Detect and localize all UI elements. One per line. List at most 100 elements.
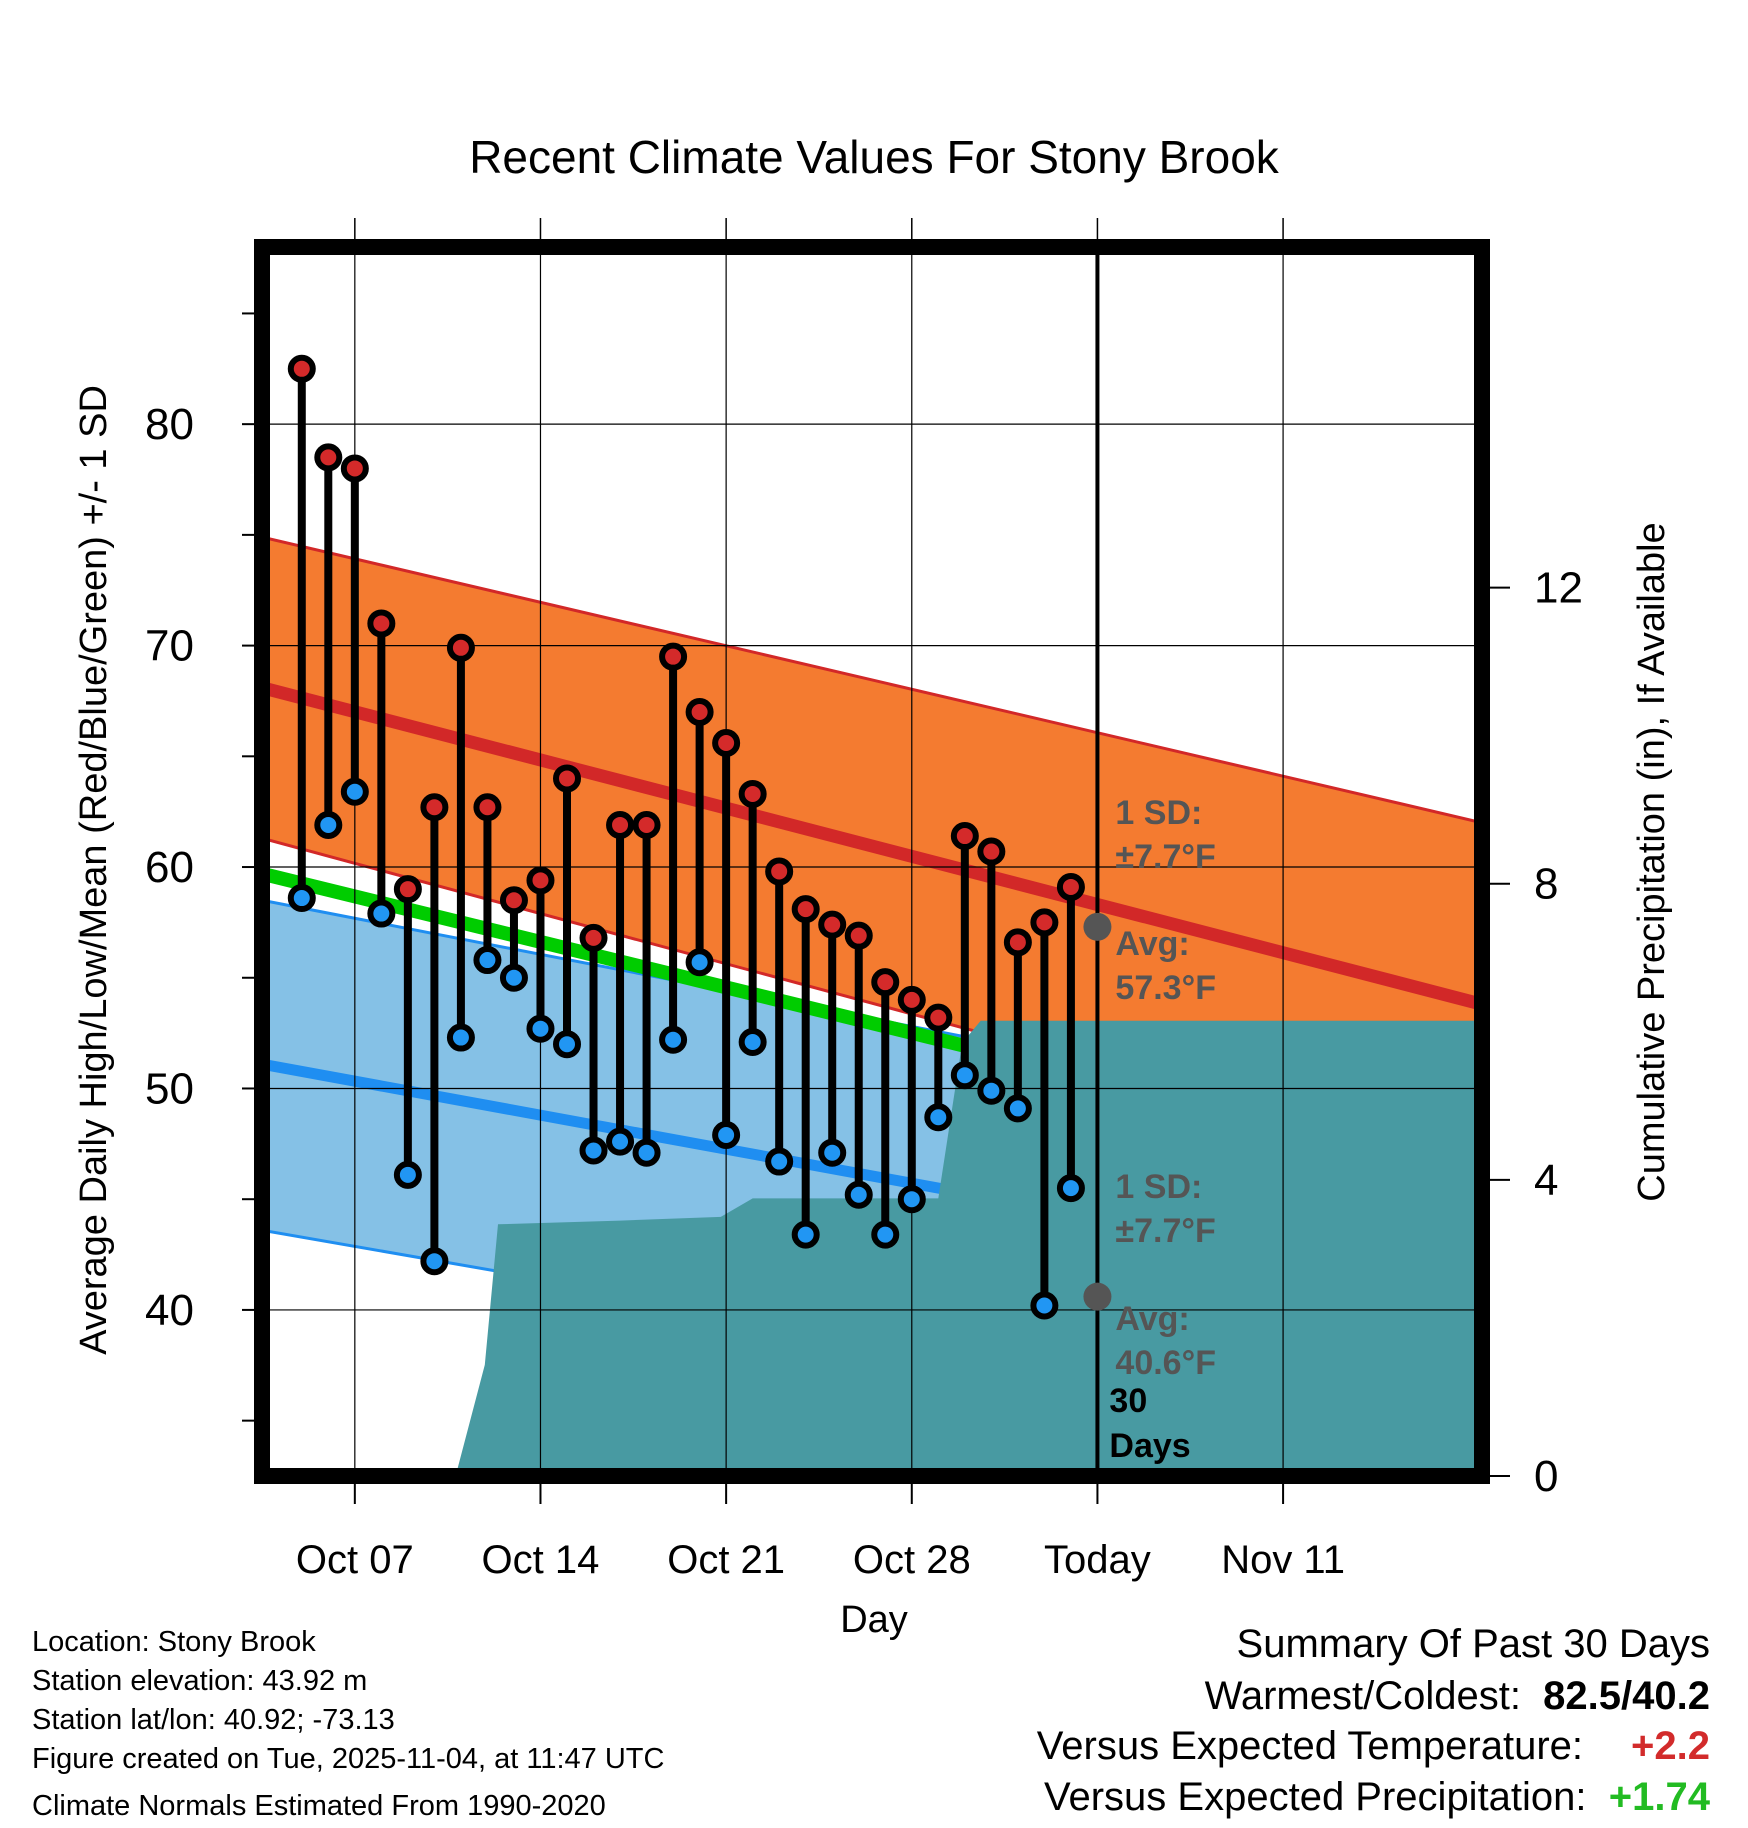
high-point: [738, 779, 767, 808]
high-point: [685, 698, 714, 727]
high-point: [314, 443, 343, 472]
high-avg-value: 57.3°F: [1115, 969, 1216, 1007]
high-point: [712, 729, 741, 758]
high-point: [897, 985, 926, 1014]
high-sd-label: 1 SD:: [1115, 794, 1202, 832]
low-point: [393, 1160, 422, 1189]
high-point: [791, 895, 820, 924]
y-tick-label: 70: [145, 622, 194, 671]
precip-value: +1.74: [1608, 1775, 1710, 1819]
daily-points: [287, 354, 1112, 1320]
low-point: [579, 1136, 608, 1165]
high-point: [659, 642, 688, 671]
chart-labels: Recent Climate Values For Stony Brook Day…: [73, 131, 1673, 1641]
summary-precip: Versus Expected Precipitation: +1.74: [1044, 1777, 1710, 1817]
low-point: [367, 899, 396, 928]
today-high-avg-point: [1083, 912, 1112, 941]
high-point: [844, 921, 873, 950]
low-point: [712, 1120, 741, 1149]
low-point: [897, 1185, 926, 1214]
summary-title: Summary Of Past 30 Days: [1236, 1622, 1710, 1666]
high-point: [446, 633, 475, 662]
x-tick-label: Oct 28: [853, 1538, 971, 1582]
low-point: [606, 1127, 635, 1156]
high-point: [950, 822, 979, 851]
high-point: [287, 354, 316, 383]
created-text: Figure created on Tue, 2025-11-04, at 11…: [32, 1743, 665, 1775]
low-point: [1030, 1291, 1059, 1320]
high-sd-value: ±7.7°F: [1115, 838, 1215, 876]
low-point: [473, 946, 502, 975]
low-point: [446, 1023, 475, 1052]
axes: 40 50 60 70 80 0 4 8 12 Oct 07 Oct 14 Oct 21 Oct 28 T…: [145, 218, 1583, 1582]
high-point: [1030, 908, 1059, 937]
temp-value: +2.2: [1631, 1724, 1710, 1768]
low-point: [685, 948, 714, 977]
low-point: [553, 1030, 581, 1059]
high-point: [871, 968, 900, 997]
low-point: [526, 1014, 555, 1043]
high-point: [632, 810, 661, 839]
low-point: [420, 1247, 449, 1276]
plot-frame: [254, 239, 1490, 1484]
y-tick-label: 60: [145, 843, 194, 892]
high-avg-label: Avg:: [1115, 925, 1189, 963]
high-point: [606, 810, 635, 839]
elevation-text: Station elevation: 43.92 m: [32, 1665, 368, 1697]
high-point: [367, 609, 396, 638]
y-tick-label: 50: [145, 1064, 194, 1113]
low-point: [314, 810, 343, 839]
chart-title: Recent Climate Values For Stony Brook: [469, 131, 1280, 183]
low-sd-value: ±7.7°F: [1115, 1212, 1215, 1250]
low-point: [950, 1061, 979, 1090]
high-point: [393, 875, 422, 904]
low-sd-label: 1 SD:: [1115, 1168, 1202, 1206]
low-point: [977, 1076, 1006, 1105]
low-avg-value: 40.6°F: [1115, 1344, 1216, 1382]
daily-range-stems: [297, 368, 1075, 1306]
high-point: [420, 793, 449, 822]
y2-axis-label: Cumulative Precipitation (in), If Availa…: [1631, 522, 1673, 1201]
summary-temp: Versus Expected Temperature: +2.2: [1037, 1726, 1710, 1766]
warmest-label: Warmest/Coldest:: [1204, 1674, 1521, 1718]
y2-tick-label: 8: [1534, 860, 1558, 909]
low-point: [1003, 1094, 1032, 1123]
low-point: [340, 777, 369, 806]
low-point: [871, 1220, 900, 1249]
days-count-unit: Days: [1109, 1427, 1190, 1465]
y-tick-label: 40: [145, 1286, 194, 1335]
summary-warmest: Warmest/Coldest: 82.5/40.2: [1205, 1676, 1710, 1716]
high-point: [1003, 928, 1032, 957]
high-point: [977, 837, 1006, 866]
x-axis-label: Day: [840, 1599, 908, 1641]
low-point: [499, 963, 528, 992]
location-text: Location: Stony Brook: [32, 1626, 316, 1658]
y2-tick-label: 0: [1534, 1452, 1558, 1501]
high-point: [1056, 872, 1085, 901]
x-tick-label: Today: [1044, 1538, 1151, 1582]
low-point: [818, 1138, 847, 1167]
high-point: [765, 857, 794, 886]
low-avg-label: Avg:: [1115, 1300, 1189, 1338]
days-count-label: 30: [1109, 1382, 1147, 1420]
high-sd-upper-line: [262, 535, 1482, 825]
precip-area: [455, 1020, 1482, 1476]
high-point: [553, 764, 581, 793]
low-point: [791, 1220, 820, 1249]
y-tick-label: 80: [145, 400, 194, 449]
precipitation-area: [455, 1020, 1482, 1476]
low-point: [765, 1147, 794, 1176]
y-axis-label: Average Daily High/Low/Mean (Red/Blue/Gr…: [73, 385, 115, 1355]
high-point: [473, 793, 502, 822]
high-point: [526, 866, 555, 895]
annotations: 1 SD: ±7.7°F Avg: 57.3°F 1 SD: ±7.7°F Avg: 40.6…: [1109, 794, 1216, 1465]
high-point: [579, 923, 608, 952]
low-point: [844, 1180, 873, 1209]
high-point: [818, 910, 847, 939]
today-low-avg-point: [1083, 1282, 1112, 1311]
low-point: [632, 1138, 661, 1167]
normal-high-line: [262, 681, 1482, 1011]
y2-tick-label: 4: [1534, 1156, 1558, 1205]
x-tick-label: Oct 21: [667, 1538, 785, 1582]
high-point: [924, 1003, 953, 1032]
